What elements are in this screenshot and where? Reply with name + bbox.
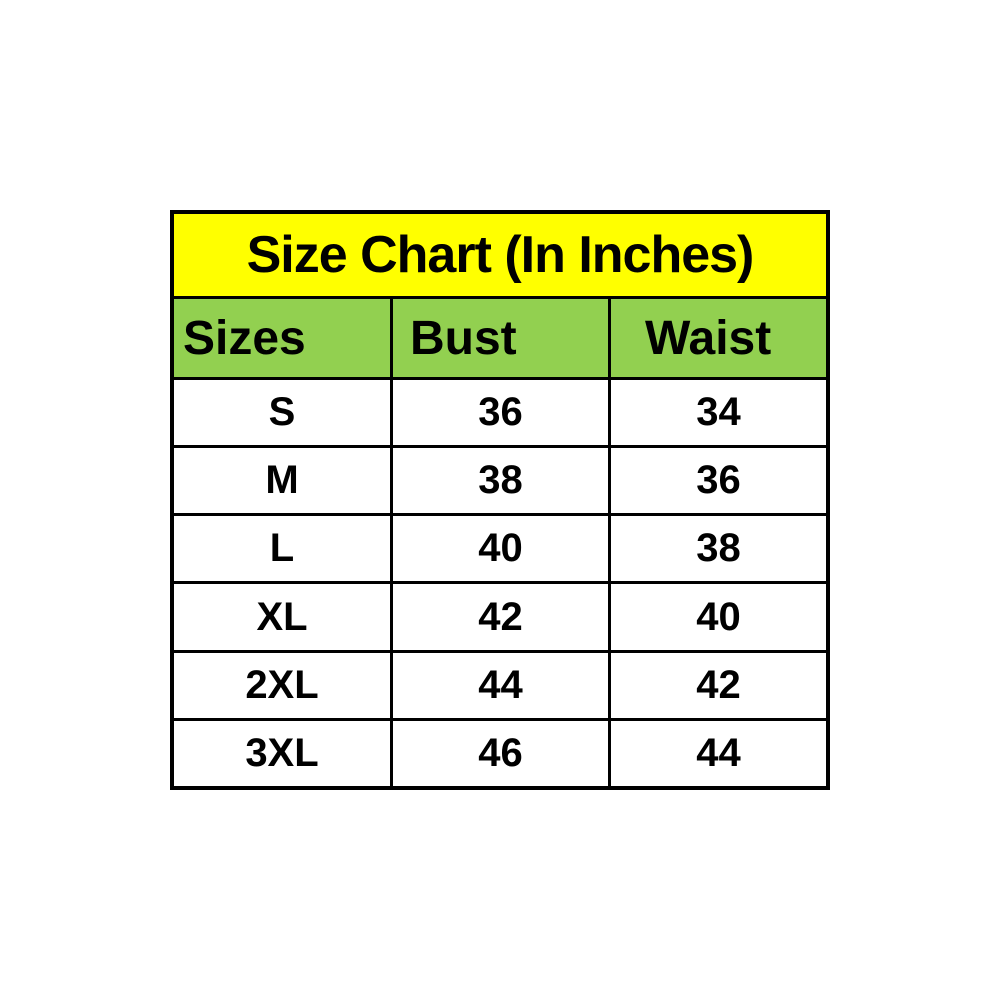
bust-cell: 46: [393, 720, 608, 786]
size-cell: M: [174, 448, 390, 514]
size-cell: 2XL: [174, 652, 390, 718]
size-chart-title: Size Chart (In Inches): [174, 214, 826, 296]
waist-cell: 42: [611, 652, 826, 718]
bust-cell: 42: [393, 584, 608, 650]
bust-cell: 44: [393, 652, 608, 718]
bust-cell: 38: [393, 448, 608, 514]
size-cell: S: [174, 380, 390, 446]
waist-cell: 44: [611, 720, 826, 786]
bust-cell: 40: [393, 516, 608, 582]
size-chart-table: Size Chart (In Inches) Sizes Bust Waist …: [170, 210, 830, 790]
bust-cell: 36: [393, 380, 608, 446]
size-cell: 3XL: [174, 720, 390, 786]
waist-cell: 36: [611, 448, 826, 514]
column-header-waist: Waist: [611, 299, 826, 377]
size-cell: L: [174, 516, 390, 582]
column-header-sizes: Sizes: [174, 299, 390, 377]
waist-cell: 38: [611, 516, 826, 582]
column-header-bust: Bust: [393, 299, 608, 377]
size-cell: XL: [174, 584, 390, 650]
waist-cell: 40: [611, 584, 826, 650]
waist-cell: 34: [611, 380, 826, 446]
